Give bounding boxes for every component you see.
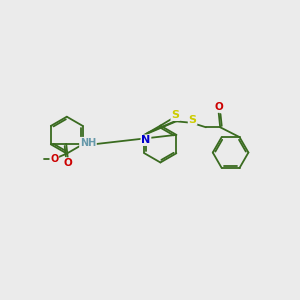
- Text: NH: NH: [80, 138, 96, 148]
- Text: O: O: [50, 154, 58, 164]
- Text: O: O: [214, 102, 223, 112]
- Text: S: S: [171, 110, 179, 120]
- Text: N: N: [141, 135, 151, 145]
- Text: S: S: [188, 115, 196, 125]
- Text: O: O: [63, 158, 72, 168]
